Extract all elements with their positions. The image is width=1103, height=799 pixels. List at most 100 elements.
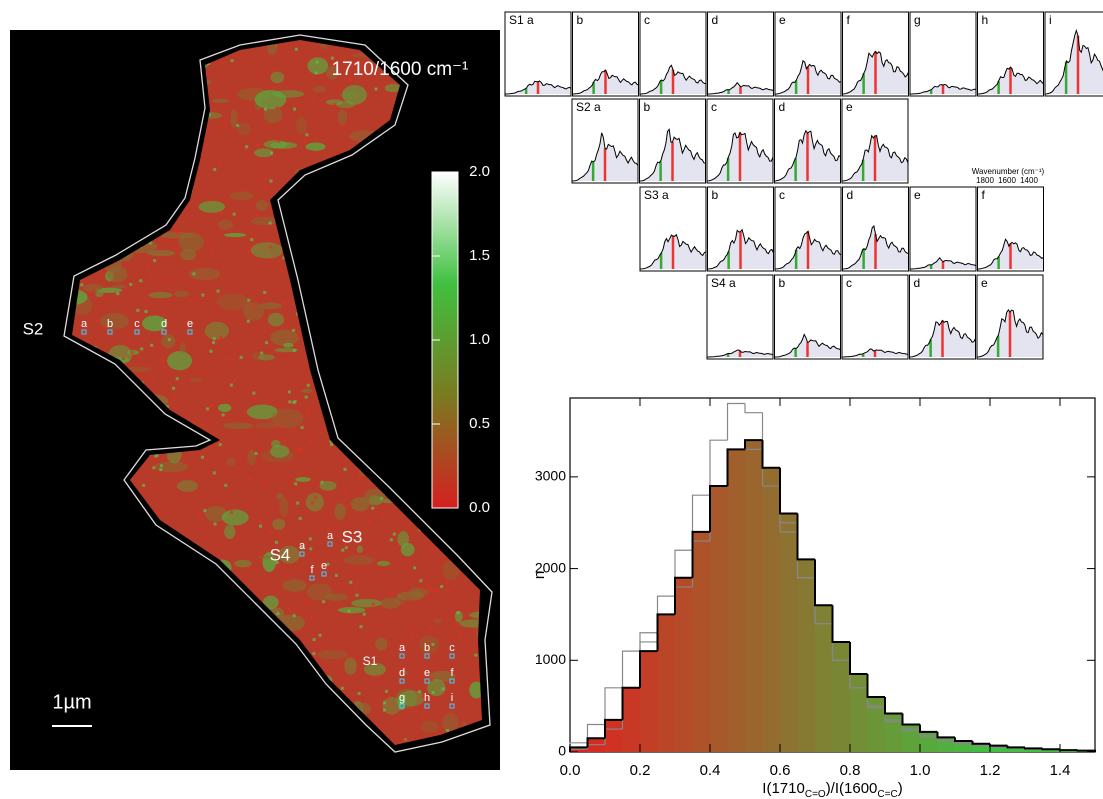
map-texture bbox=[282, 256, 286, 260]
map-texture bbox=[248, 477, 252, 481]
x-tick-label: 0.2 bbox=[630, 762, 651, 779]
spectrum-line bbox=[707, 81, 774, 95]
map-texture bbox=[324, 593, 349, 601]
map-texture bbox=[277, 259, 281, 263]
map-texture bbox=[301, 388, 313, 394]
histogram-bar bbox=[657, 614, 676, 752]
panel-label: i bbox=[1049, 13, 1052, 27]
map-texture bbox=[446, 728, 450, 732]
site-marker bbox=[399, 653, 405, 659]
map-texture bbox=[252, 391, 256, 395]
map-texture bbox=[308, 537, 312, 541]
histogram-outline bbox=[604, 687, 623, 725]
map-texture bbox=[400, 669, 409, 675]
map-texture bbox=[201, 293, 205, 297]
map-texture bbox=[159, 468, 163, 472]
map-texture bbox=[205, 505, 228, 522]
site-point-label: a bbox=[81, 318, 88, 330]
histogram-outline bbox=[1041, 748, 1060, 751]
spectrum-frame bbox=[1044, 11, 1103, 97]
map-texture bbox=[402, 739, 406, 743]
spectrum-frame bbox=[841, 98, 909, 184]
site-marker bbox=[134, 329, 140, 335]
map-texture bbox=[161, 239, 165, 243]
map-texture bbox=[272, 518, 286, 530]
map-texture bbox=[230, 510, 234, 514]
map-texture bbox=[103, 325, 107, 329]
histogram-bar bbox=[797, 559, 816, 752]
map-texture bbox=[426, 584, 430, 588]
map-texture bbox=[307, 410, 311, 414]
map-texture bbox=[179, 342, 186, 354]
spectrum-frame bbox=[504, 11, 572, 97]
map-texture bbox=[353, 584, 357, 588]
spectrum-line bbox=[842, 348, 908, 358]
map-texture bbox=[172, 386, 176, 390]
map-texture bbox=[385, 689, 389, 693]
map-title: 1710/1600 cm⁻¹ bbox=[332, 59, 469, 80]
map-texture bbox=[176, 480, 199, 492]
spectrum-line bbox=[706, 131, 774, 182]
spectrum-frame bbox=[639, 11, 707, 97]
histogram-outline bbox=[621, 686, 640, 720]
map-texture bbox=[217, 403, 232, 413]
histogram-bar bbox=[990, 745, 1008, 752]
map-texture bbox=[313, 100, 317, 104]
map-texture bbox=[219, 211, 223, 215]
map-texture bbox=[254, 90, 287, 110]
map-texture bbox=[270, 329, 299, 346]
map-texture bbox=[304, 395, 308, 399]
map-texture bbox=[344, 546, 348, 550]
map-texture bbox=[80, 283, 84, 287]
map-texture bbox=[154, 461, 188, 473]
map-texture bbox=[267, 312, 285, 327]
map-texture bbox=[271, 408, 304, 429]
map-texture bbox=[337, 606, 366, 614]
map-texture bbox=[325, 99, 344, 106]
map-texture bbox=[382, 696, 402, 715]
panel-label: e bbox=[914, 188, 921, 202]
spectrum-frame bbox=[842, 186, 909, 272]
histogram-outline bbox=[761, 440, 780, 469]
site-marker bbox=[424, 653, 430, 659]
map-texture bbox=[239, 355, 243, 359]
map-texture bbox=[221, 509, 249, 526]
map-texture bbox=[312, 85, 326, 93]
map-texture bbox=[349, 580, 353, 584]
site-marker bbox=[449, 653, 455, 659]
map-texture bbox=[380, 496, 384, 500]
map-texture bbox=[209, 349, 213, 353]
y-tick-label: 3000 bbox=[535, 468, 566, 484]
map-texture bbox=[269, 531, 273, 535]
map-texture bbox=[171, 242, 175, 246]
map-texture bbox=[305, 133, 309, 137]
map-texture bbox=[247, 449, 256, 466]
panel-label: b bbox=[712, 188, 719, 202]
site-point-label: b bbox=[107, 318, 113, 330]
map-texture bbox=[150, 377, 154, 381]
map-texture bbox=[312, 655, 316, 659]
histogram-outline bbox=[884, 696, 903, 715]
colorbar-tick-label: 2.0 bbox=[469, 163, 490, 180]
spectrum-frame bbox=[774, 98, 841, 184]
map-texture bbox=[306, 383, 310, 387]
map-texture bbox=[218, 443, 222, 447]
map-texture bbox=[419, 675, 423, 679]
histogram-bar bbox=[727, 449, 746, 752]
map-texture bbox=[95, 320, 99, 324]
histogram-bar bbox=[640, 651, 658, 752]
site-point-label: d bbox=[161, 318, 167, 330]
spectrum-frame bbox=[774, 186, 842, 272]
map-texture bbox=[246, 404, 278, 420]
map-texture bbox=[192, 272, 196, 276]
map-texture bbox=[292, 328, 296, 332]
map-texture bbox=[282, 342, 294, 348]
map-texture bbox=[383, 701, 387, 705]
x-axis-label-part: )/I(1600 bbox=[826, 780, 878, 797]
map-texture bbox=[357, 692, 361, 696]
histogram-bar bbox=[1025, 748, 1043, 752]
map-texture bbox=[236, 124, 240, 128]
map-texture bbox=[441, 687, 445, 691]
y-tick-label: 1000 bbox=[535, 651, 566, 667]
map-texture bbox=[349, 78, 353, 82]
